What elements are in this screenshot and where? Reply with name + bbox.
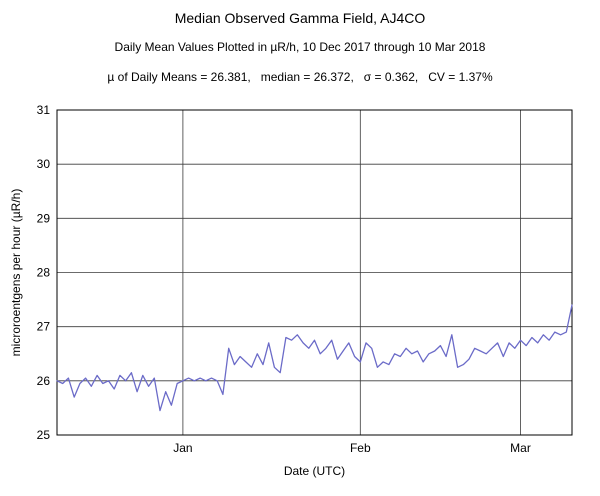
y-tick-label: 29 — [37, 211, 51, 225]
daily-mean-series — [56, 304, 573, 412]
chart-stats-line: µ of Daily Means = 26.381, median = 26.3… — [107, 70, 493, 84]
y-tick-label: 28 — [37, 266, 51, 280]
y-tick-label: 30 — [37, 157, 51, 171]
x-tick-label: Jan — [173, 441, 192, 455]
chart-subtitle: Daily Mean Values Plotted in µR/h, 10 De… — [114, 40, 486, 54]
x-axis-label: Date (UTC) — [284, 464, 345, 478]
x-tick-label: Feb — [350, 441, 371, 455]
y-tick-label: 25 — [37, 428, 51, 442]
y-tick-label: 27 — [37, 320, 51, 334]
x-tick-label: Mar — [510, 441, 531, 455]
y-axis-label: microroentgens per hour (µR/h) — [9, 189, 23, 357]
y-tick-label: 26 — [37, 374, 51, 388]
y-tick-label: 31 — [37, 103, 51, 117]
plot-frame — [56, 109, 573, 436]
page-title: Median Observed Gamma Field, AJ4CO — [174, 10, 426, 26]
